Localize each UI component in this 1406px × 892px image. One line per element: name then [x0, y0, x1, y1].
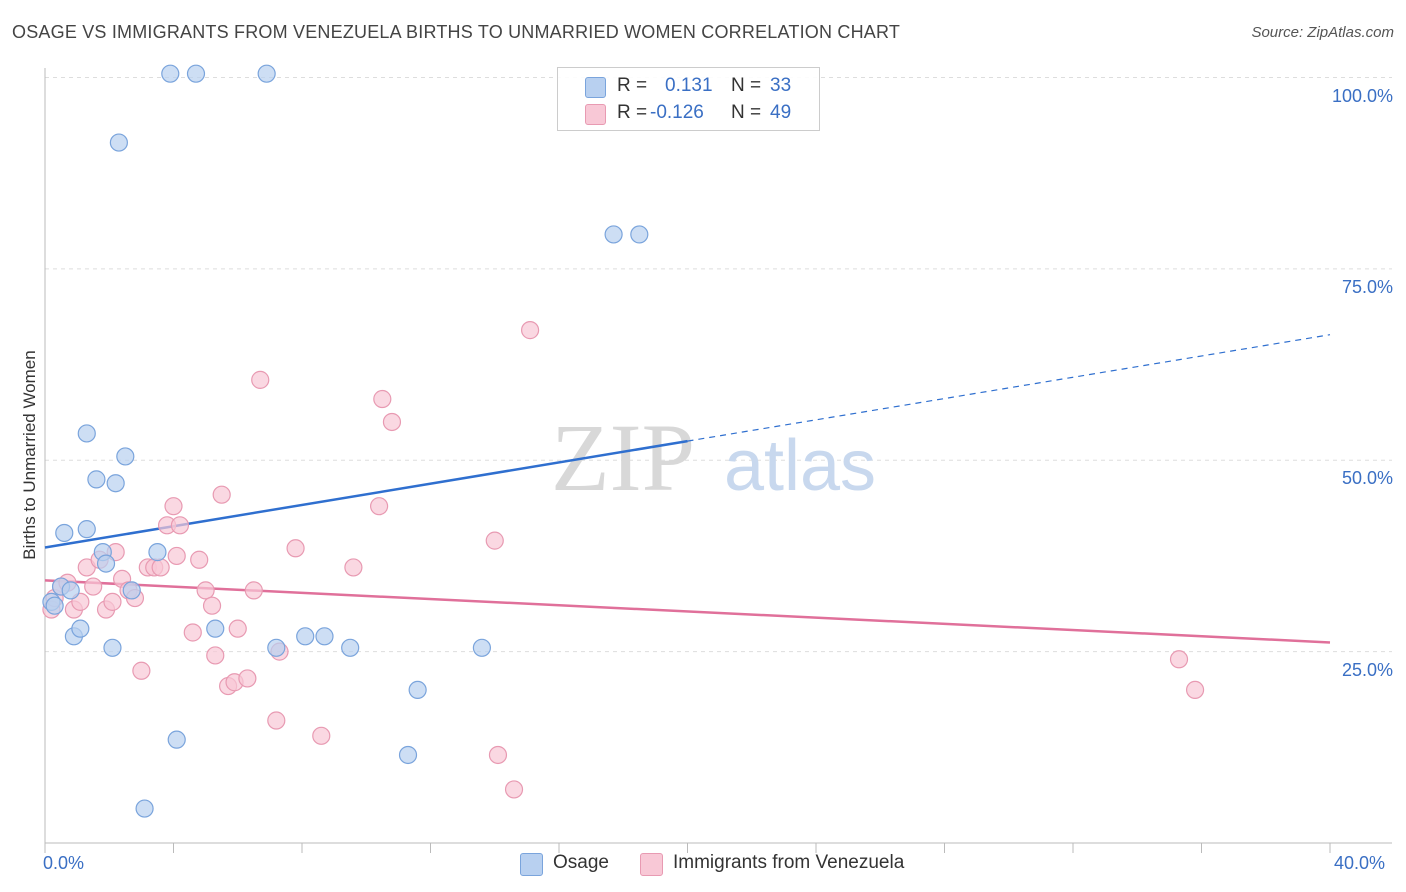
osage-point [408, 680, 427, 700]
venezuela-point [238, 669, 257, 688]
osage-point [296, 627, 315, 646]
venezuela-point [170, 516, 190, 535]
y-tick-label: 100.0% [1331, 85, 1393, 106]
watermark: ZIP atlas [551, 404, 876, 511]
venezuela-point [206, 646, 225, 665]
n-label: N = [731, 75, 762, 96]
chart-title: OSAGE VS IMMIGRANTS FROM VENEZUELA BIRTH… [12, 22, 901, 42]
venezuela-point [312, 726, 331, 745]
watermark-zip: ZIP [551, 404, 695, 511]
venezuela-point [84, 577, 103, 596]
venezuela-point [267, 711, 286, 730]
venezuela-point [202, 596, 222, 615]
n-value: 49 [770, 102, 792, 123]
venezuela-swatch [585, 104, 606, 125]
venezuela-point [167, 546, 186, 566]
venezuela-legend-swatch [640, 853, 663, 876]
r-value: 0.131 [665, 75, 713, 96]
venezuela-point [190, 550, 209, 569]
venezuela-point [244, 581, 263, 600]
n-value: 33 [770, 75, 792, 96]
venezuela-point [286, 539, 305, 558]
venezuela-point [373, 389, 392, 409]
osage-point [45, 596, 64, 615]
venezuela-legend-label: Immigrants from Venezuela [673, 852, 905, 873]
osage-point [103, 638, 122, 657]
osage-point [87, 470, 106, 489]
venezuela-point [485, 531, 504, 550]
r-label: R = [617, 75, 648, 96]
x-tick-max: 40.0% [1334, 853, 1386, 873]
n-label: N = [731, 102, 762, 123]
osage-point [167, 730, 186, 749]
osage-point [398, 745, 418, 765]
osage-point [341, 638, 360, 657]
venezuela-point [183, 623, 202, 642]
osage-point [148, 543, 167, 562]
venezuela-point [370, 497, 389, 516]
venezuela-point [251, 370, 270, 389]
osage-point [472, 638, 491, 657]
osage-point [71, 619, 90, 638]
venezuela-point [1169, 650, 1189, 669]
osage-point [267, 638, 286, 657]
osage-point [257, 64, 276, 83]
data-points [42, 64, 1205, 818]
r-value: -0.126 [650, 102, 704, 123]
venezuela-point [164, 497, 183, 516]
osage-point [135, 799, 154, 818]
venezuela-point [196, 581, 215, 600]
venezuela-point [520, 321, 540, 340]
venezuela-point [344, 558, 363, 577]
osage-point [186, 64, 206, 83]
venezuela-point [151, 558, 170, 577]
venezuela-point [488, 745, 508, 765]
venezuela-point [1185, 680, 1205, 700]
osage-point [55, 523, 74, 543]
watermark-atlas: atlas [724, 426, 876, 506]
osage-point [206, 619, 225, 638]
osage-point [106, 474, 125, 493]
gridlines [45, 77, 1392, 653]
y-tick-label: 50.0% [1341, 468, 1393, 489]
venezuela-point [132, 661, 151, 680]
y-tick-label: 25.0% [1341, 659, 1393, 680]
osage-swatch [585, 77, 606, 98]
osage-trend-extension [687, 334, 1331, 442]
y-tick-label: 75.0% [1341, 276, 1393, 297]
osage-point [77, 424, 96, 443]
osage-point [109, 133, 128, 152]
osage-point [96, 554, 116, 573]
axes [44, 68, 1392, 853]
legend-row-venezuela: R = -0.126 N = 49 [558, 101, 819, 127]
osage-point [116, 447, 135, 466]
osage-legend-swatch [520, 853, 543, 876]
venezuela-point [103, 592, 122, 611]
legend-row-osage: R = 0.131 N = 33 [558, 74, 819, 100]
osage-point [161, 64, 180, 83]
osage-point [77, 520, 96, 539]
venezuela-point [382, 412, 402, 432]
r-label: R = [617, 102, 648, 123]
venezuela-point [228, 619, 247, 638]
source-label: Source: ZipAtlas.com [1251, 24, 1394, 41]
osage-point [315, 627, 334, 646]
correlation-legend: R = 0.131 N = 33 R = -0.126 N = 49 [557, 67, 820, 131]
osage-point [122, 581, 141, 600]
venezuela-point [212, 485, 231, 504]
osage-point [604, 225, 623, 244]
venezuela-point [504, 780, 524, 799]
x-tick-min: 0.0% [43, 853, 85, 873]
osage-point [61, 581, 80, 600]
osage-trend-line [44, 439, 688, 549]
osage-point [630, 225, 649, 244]
osage-legend-label: Osage [553, 852, 609, 873]
